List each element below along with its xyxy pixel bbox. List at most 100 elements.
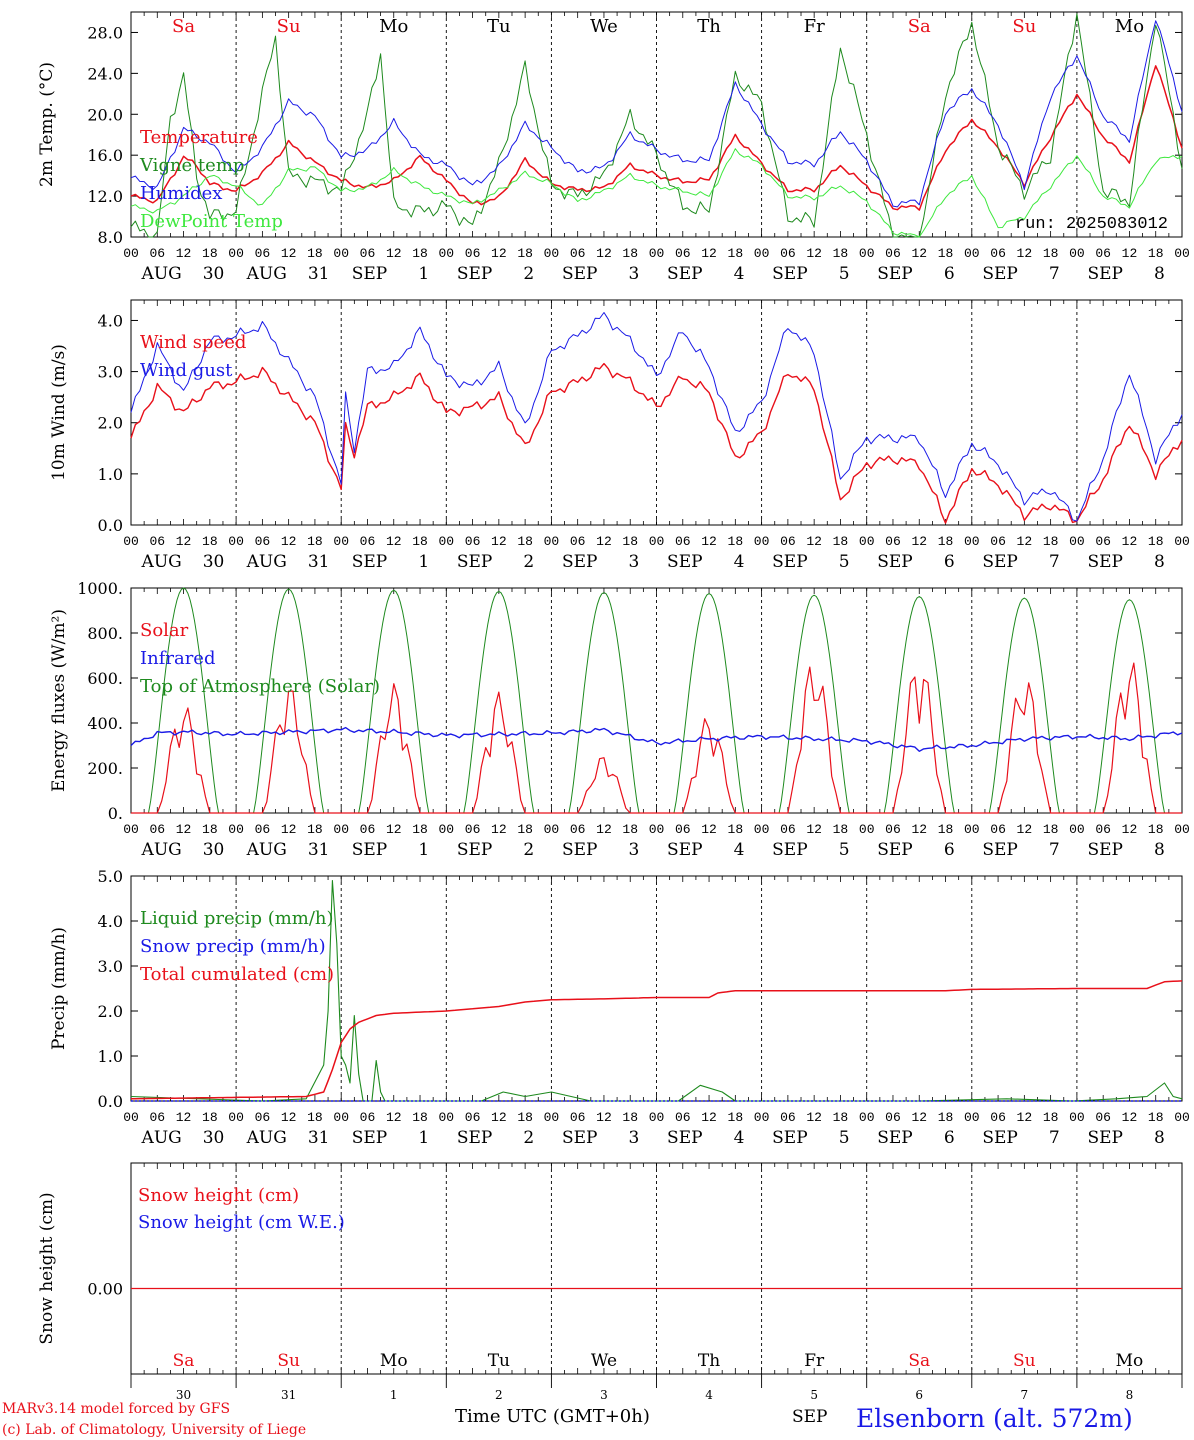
hour-tick-label: 12	[806, 246, 822, 261]
hour-tick-label: 12	[491, 1110, 507, 1125]
hour-tick-label: 00	[964, 822, 980, 837]
hour-tick-label: 12	[176, 534, 192, 549]
date-month-label: SEP	[562, 840, 598, 860]
hour-tick-label: 06	[1095, 246, 1111, 261]
hour-tick-label: 00	[649, 246, 665, 261]
legend-entry-temperature: Temperature	[140, 127, 258, 148]
hour-tick-label: 06	[255, 246, 271, 261]
hour-tick-label: 18	[938, 246, 954, 261]
hour-tick-label: 18	[202, 1110, 218, 1125]
hour-tick-label: 06	[360, 822, 376, 837]
date-day-label: 1	[418, 264, 429, 284]
bottom-day-number: 1	[390, 1388, 398, 1402]
hour-tick-label: 00	[964, 534, 980, 549]
hour-tick-label: 06	[570, 1110, 586, 1125]
date-day-label: 3	[629, 1128, 640, 1148]
hour-tick-label: 12	[596, 1110, 612, 1125]
date-month-label: AUG	[246, 552, 287, 572]
hour-tick-label: 00	[438, 1110, 454, 1125]
y-tick-label: 8.0	[98, 228, 123, 247]
hour-tick-label: 00	[1069, 1110, 1085, 1125]
hour-tick-label: 18	[1148, 534, 1164, 549]
date-month-label: AUG	[246, 264, 287, 284]
date-day-label: 1	[418, 552, 429, 572]
hour-tick-label: 18	[622, 1110, 638, 1125]
y-axis-title: 10m Wind (m/s)	[49, 344, 69, 481]
panel-precip: 00 06 12 18 00 06 12 18 00 06 12 18 00 06 12 18 00 06 12 18…	[49, 867, 1190, 1148]
y-tick-label: 600.	[87, 669, 123, 688]
y-tick-label: 0.	[108, 804, 123, 823]
date-month-label: SEP	[877, 840, 913, 860]
hour-tick-label: 12	[1017, 246, 1033, 261]
hour-tick-label: 12	[386, 246, 402, 261]
y-tick-label: 1.0	[98, 1047, 123, 1066]
hour-tick-label: 06	[149, 822, 165, 837]
date-month-label: SEP	[457, 840, 493, 860]
y-axis-title: Energy fluxes (W/m²)	[49, 609, 69, 792]
hour-tick-label: 12	[281, 534, 297, 549]
hour-tick-label: 18	[1148, 1110, 1164, 1125]
hour-tick-label: 06	[990, 534, 1006, 549]
legend-entry-vigne-temp: Vigne temp	[139, 155, 244, 176]
hour-tick-label: 12	[1122, 534, 1138, 549]
y-tick-label: 1.0	[98, 465, 123, 484]
hour-tick-label: 18	[833, 246, 849, 261]
hour-tick-label: 12	[911, 246, 927, 261]
hour-tick-label: 12	[1122, 822, 1138, 837]
series-solar-line	[131, 662, 1182, 814]
hour-tick-label: 06	[885, 1110, 901, 1125]
hour-tick-label: 12	[281, 246, 297, 261]
y-tick-label: 0.0	[98, 1092, 123, 1111]
date-day-label: 30	[203, 840, 225, 860]
hour-tick-label: 00	[1174, 1110, 1190, 1125]
hour-tick-label: 00	[333, 534, 349, 549]
hour-tick-label: 12	[1122, 246, 1138, 261]
date-month-label: SEP	[667, 840, 703, 860]
hour-tick-label: 06	[360, 246, 376, 261]
date-day-label: 30	[203, 1128, 225, 1148]
hour-tick-label: 06	[255, 534, 271, 549]
hour-tick-label: 12	[176, 822, 192, 837]
weekday-label: Su	[1013, 1351, 1036, 1371]
hour-tick-label: 00	[544, 246, 560, 261]
hour-tick-label: 12	[806, 1110, 822, 1125]
date-month-label: SEP	[877, 264, 913, 284]
date-day-label: 31	[308, 264, 330, 284]
y-tick-label: 3.0	[98, 957, 123, 976]
weekday-label: Mo	[1116, 1351, 1144, 1371]
hour-tick-label: 00	[1174, 822, 1190, 837]
hour-tick-label: 06	[675, 534, 691, 549]
hour-tick-label: 12	[176, 1110, 192, 1125]
hour-tick-label: 12	[701, 246, 717, 261]
footer: MARv3.14 model forced by GFS (c) Lab. of…	[2, 1401, 1133, 1438]
y-tick-label: 16.0	[87, 146, 123, 165]
date-day-label: 5	[839, 840, 850, 860]
date-day-label: 7	[1049, 552, 1060, 572]
hour-tick-label: 06	[1095, 1110, 1111, 1125]
series-total-cumulated-line	[130, 980, 1183, 1100]
series-top-of-atmosphere-line	[131, 587, 1182, 814]
weekday-label: Sa	[908, 1351, 930, 1371]
hour-tick-label: 12	[491, 822, 507, 837]
hour-tick-label: 06	[465, 534, 481, 549]
hour-tick-label: 18	[412, 534, 428, 549]
weekday-label: Mo	[1115, 16, 1144, 37]
hour-tick-label: 06	[360, 1110, 376, 1125]
date-day-label: 2	[523, 264, 534, 284]
hour-tick-label: 12	[596, 822, 612, 837]
date-month-label: SEP	[562, 264, 598, 284]
date-day-label: 30	[203, 264, 225, 284]
date-month-label: SEP	[982, 1128, 1018, 1148]
hour-tick-label: 00	[123, 534, 139, 549]
bottom-day-number: 2	[495, 1388, 503, 1402]
date-day-label: 6	[944, 840, 955, 860]
weekday-label: We	[591, 1351, 617, 1371]
hour-tick-label: 12	[386, 534, 402, 549]
hour-tick-label: 00	[438, 534, 454, 549]
hour-tick-label: 18	[517, 822, 533, 837]
legend-entry-solar: Solar	[140, 620, 189, 641]
hour-tick-label: 00	[123, 1110, 139, 1125]
date-month-label: SEP	[877, 552, 913, 572]
date-day-label: 1	[418, 1128, 429, 1148]
